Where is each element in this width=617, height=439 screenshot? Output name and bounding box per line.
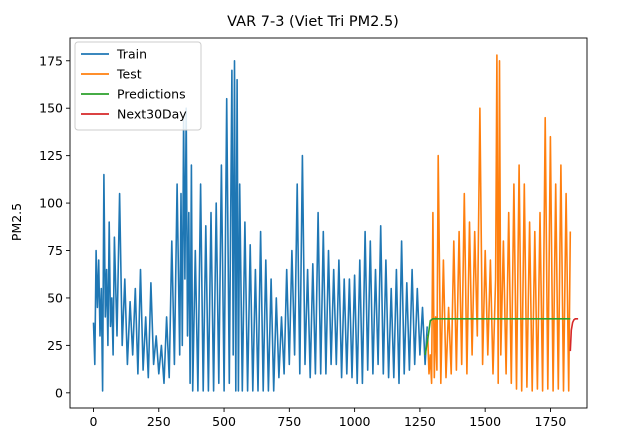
legend-label-predictions: Predictions — [117, 87, 186, 102]
y-tick-label: 75 — [47, 243, 63, 258]
x-tick-label: 0 — [90, 414, 98, 429]
series-line-predictions — [424, 317, 571, 356]
y-axis-label: PM2.5 — [9, 203, 24, 241]
y-tick-label: 175 — [39, 53, 63, 68]
axes-layer: 0 250 500 750 1000 1250 1500 1750 0 25 50 75 100 125 1… — [39, 37, 588, 429]
x-tick-label: 1000 — [339, 414, 371, 429]
x-tick-label: 1750 — [535, 414, 567, 429]
plot-frame — [69, 37, 588, 409]
legend-label-train: Train — [116, 47, 147, 62]
x-tick-label: 500 — [212, 414, 236, 429]
x-tick-label: 1500 — [469, 414, 501, 429]
x-tick-label: 250 — [147, 414, 171, 429]
y-tick-label: 150 — [39, 101, 63, 116]
y-tick-label: 0 — [55, 385, 63, 400]
y-tick-label: 50 — [47, 290, 63, 305]
legend-label-next30day: Next30Day — [117, 107, 187, 122]
legend-label-test: Test — [116, 67, 142, 82]
chart-title: VAR 7-3 (Viet Tri PM2.5) — [227, 14, 399, 30]
legend-box — [74, 41, 202, 131]
series-line-test — [426, 54, 572, 392]
x-tick-label: 750 — [277, 414, 301, 429]
y-tick-label: 125 — [39, 148, 63, 163]
series-layer — [92, 54, 579, 392]
series-line-train — [92, 59, 428, 392]
y-tick-label: 25 — [47, 338, 63, 353]
x-tick-label: 1250 — [404, 414, 436, 429]
series-line-next30day — [569, 317, 579, 352]
y-tick-label: 100 — [39, 196, 63, 211]
legend: Train Test Predictions Next30Day — [74, 41, 202, 131]
